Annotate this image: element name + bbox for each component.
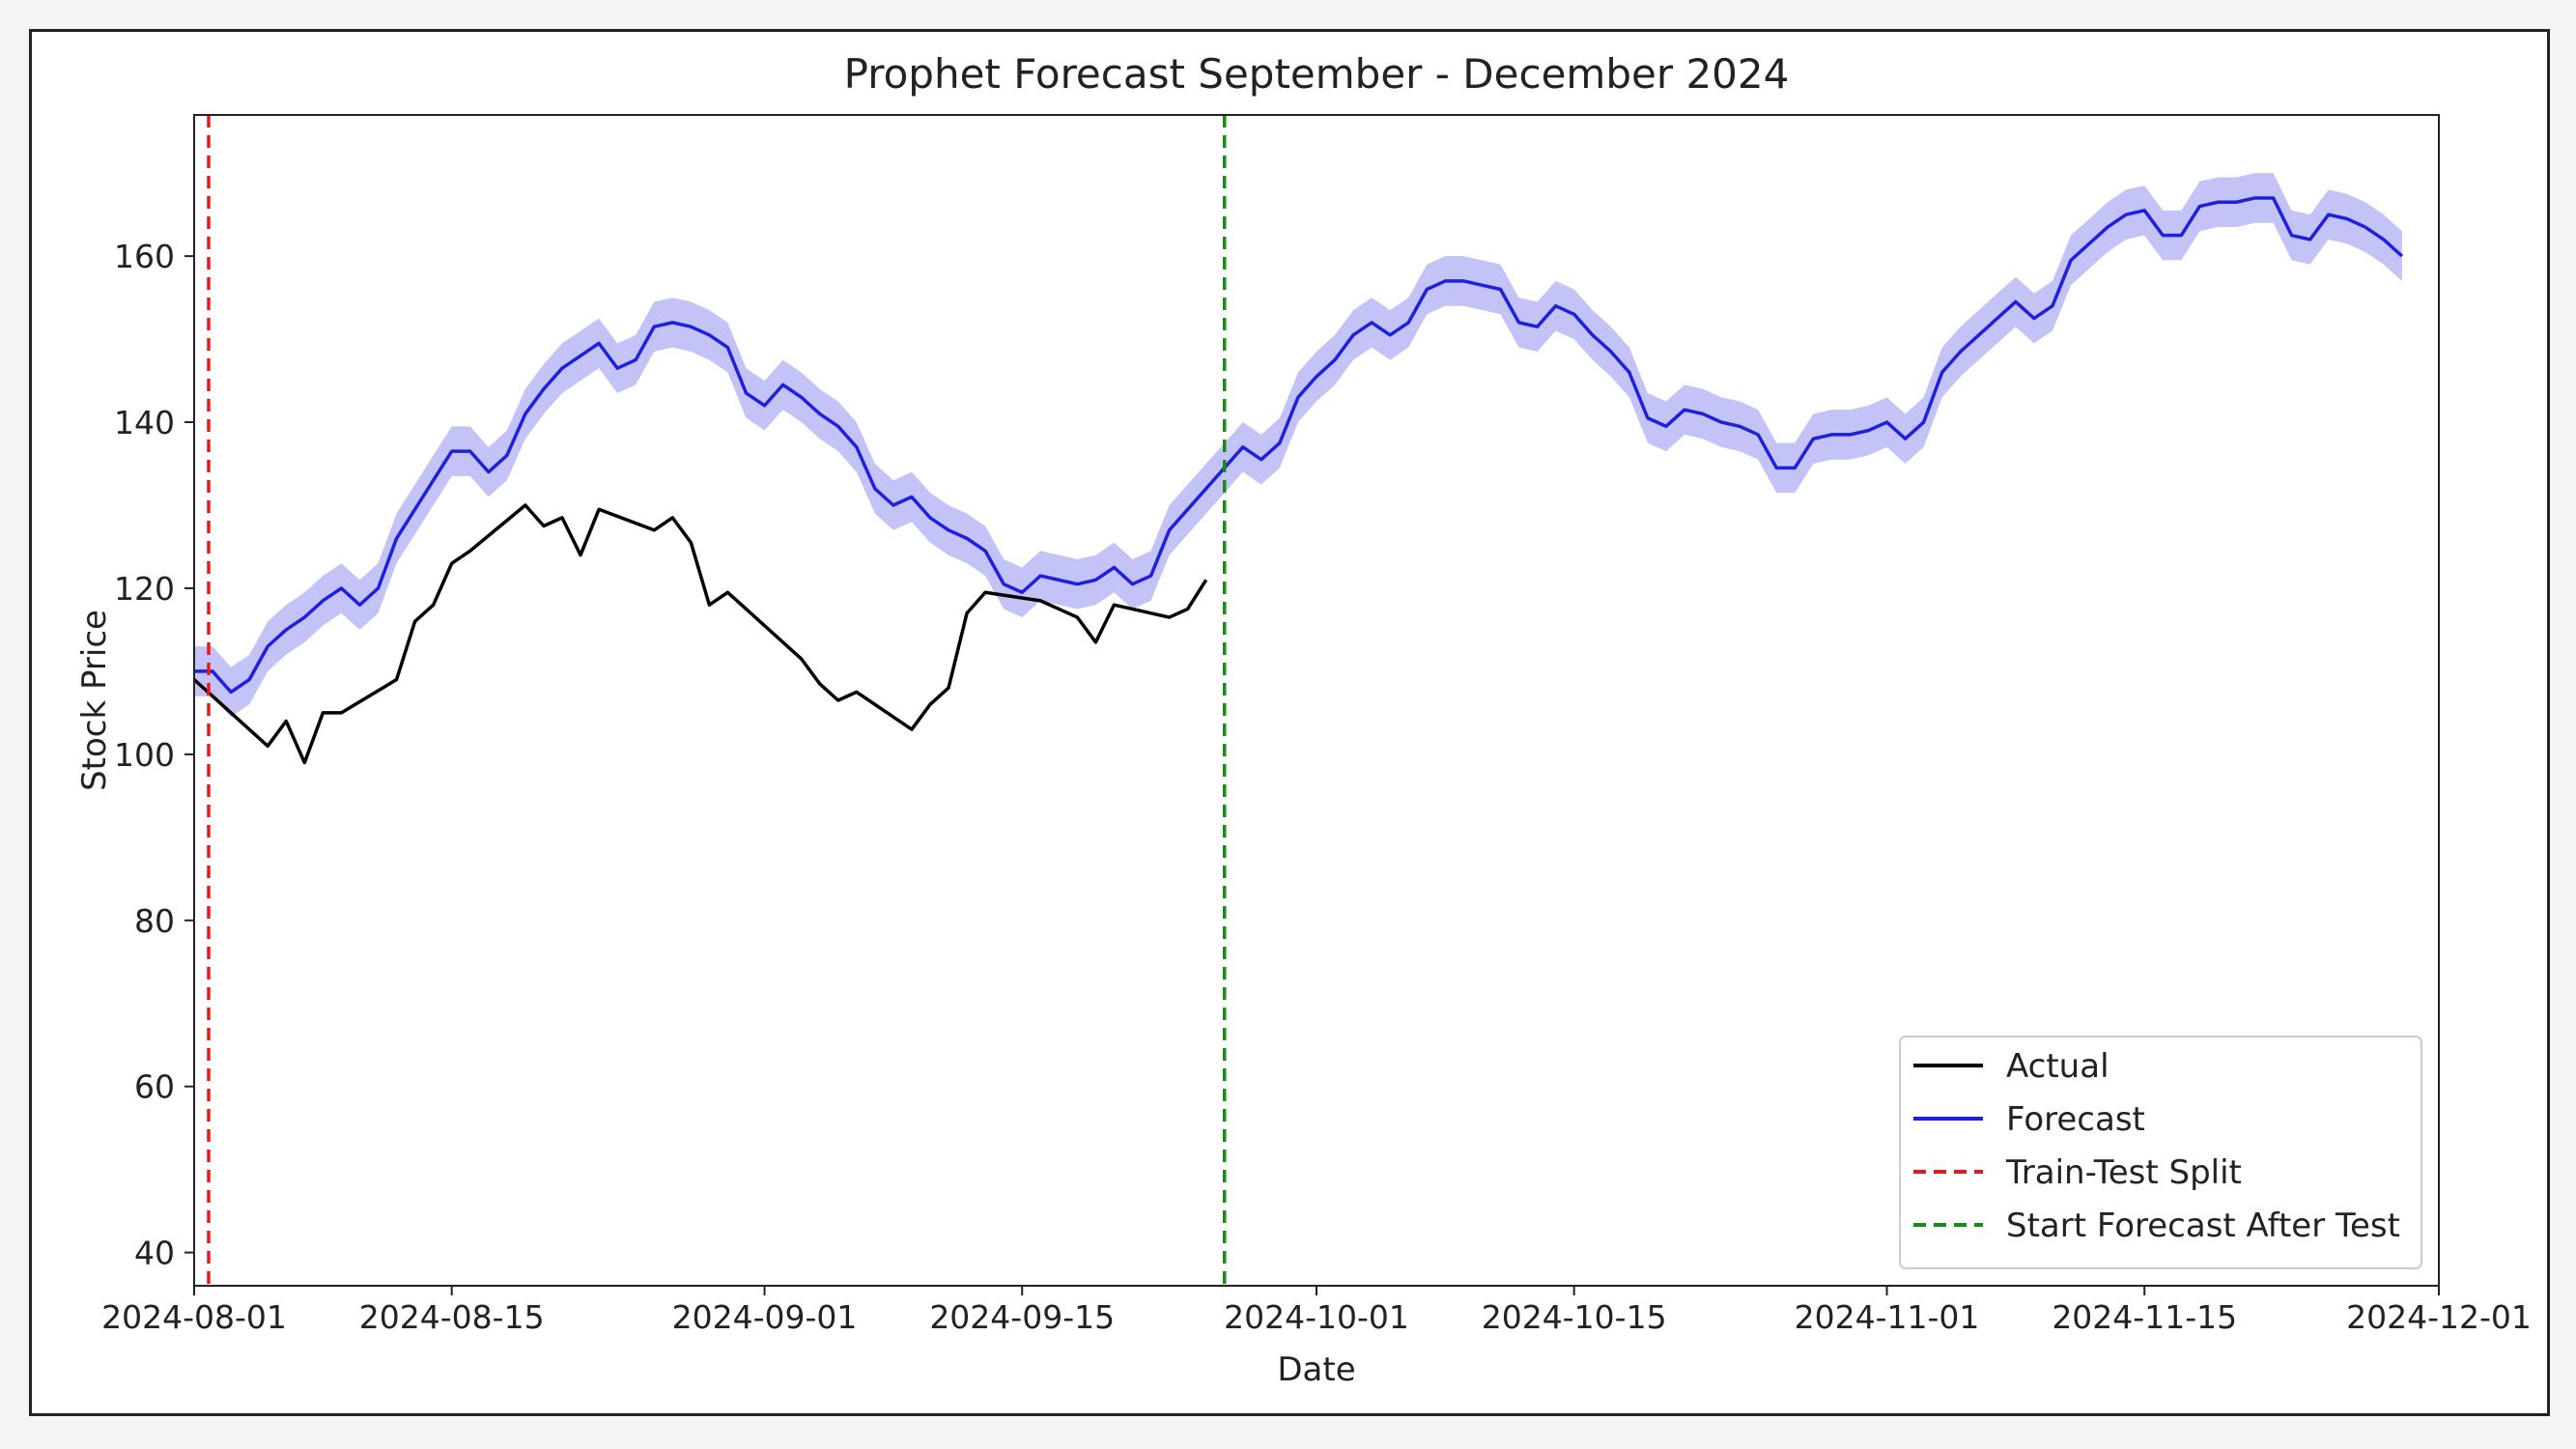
x-tick-label: 2024-08-15 [359, 1298, 545, 1336]
y-tick-label: 100 [114, 736, 175, 774]
legend-box [1899, 1036, 2422, 1269]
vertical-lines-layer [207, 115, 1227, 1286]
confidence-band-layer [194, 173, 2402, 718]
forecast-line [194, 196, 2404, 695]
y-axis: 40 60 80 100 120 140 160 [114, 238, 194, 1272]
legend-label-train-test-split: Train-Test Split [2005, 1153, 2242, 1192]
x-axis: 2024-08-01 2024-08-15 2024-09-01 2024-09-15… [101, 1286, 2532, 1336]
x-tick-label: 2024-09-01 [672, 1298, 858, 1336]
y-tick-label: 140 [114, 404, 175, 441]
x-tick-label: 2024-08-01 [101, 1298, 287, 1336]
x-tick-label: 2024-10-01 [1224, 1298, 1409, 1336]
y-tick-label: 120 [114, 570, 175, 608]
y-tick-label: 80 [134, 902, 175, 940]
legend-label-start-forecast-after-test: Start Forecast After Test [2006, 1207, 2400, 1245]
legend: Actual Forecast Train-Test Split Start Fore… [1899, 1036, 2422, 1269]
forecast-chart: Prophet Forecast September - December 20… [75, 50, 2532, 1389]
chart-title: Prophet Forecast September - December 20… [844, 50, 1790, 98]
y-tick-label: 160 [114, 238, 175, 275]
actual-line [192, 503, 1208, 765]
x-tick-label: 2024-11-01 [1795, 1298, 1980, 1336]
y-axis-label: Stock Price [75, 610, 114, 791]
x-tick-label: 2024-10-15 [1482, 1298, 1667, 1336]
chart-frame: Prophet Forecast September - December 20… [29, 29, 2550, 1416]
legend-label-actual: Actual [2006, 1047, 2109, 1086]
x-tick-label: 2024-12-01 [2346, 1298, 2532, 1336]
series-layer [192, 196, 2404, 765]
y-tick-label: 40 [134, 1235, 175, 1272]
forecast-confidence-band [194, 173, 2402, 718]
x-tick-label: 2024-11-15 [2052, 1298, 2237, 1336]
y-tick-label: 60 [134, 1068, 175, 1106]
x-axis-label: Date [1277, 1350, 1355, 1389]
x-tick-label: 2024-09-15 [929, 1298, 1115, 1336]
legend-label-forecast: Forecast [2006, 1100, 2145, 1139]
